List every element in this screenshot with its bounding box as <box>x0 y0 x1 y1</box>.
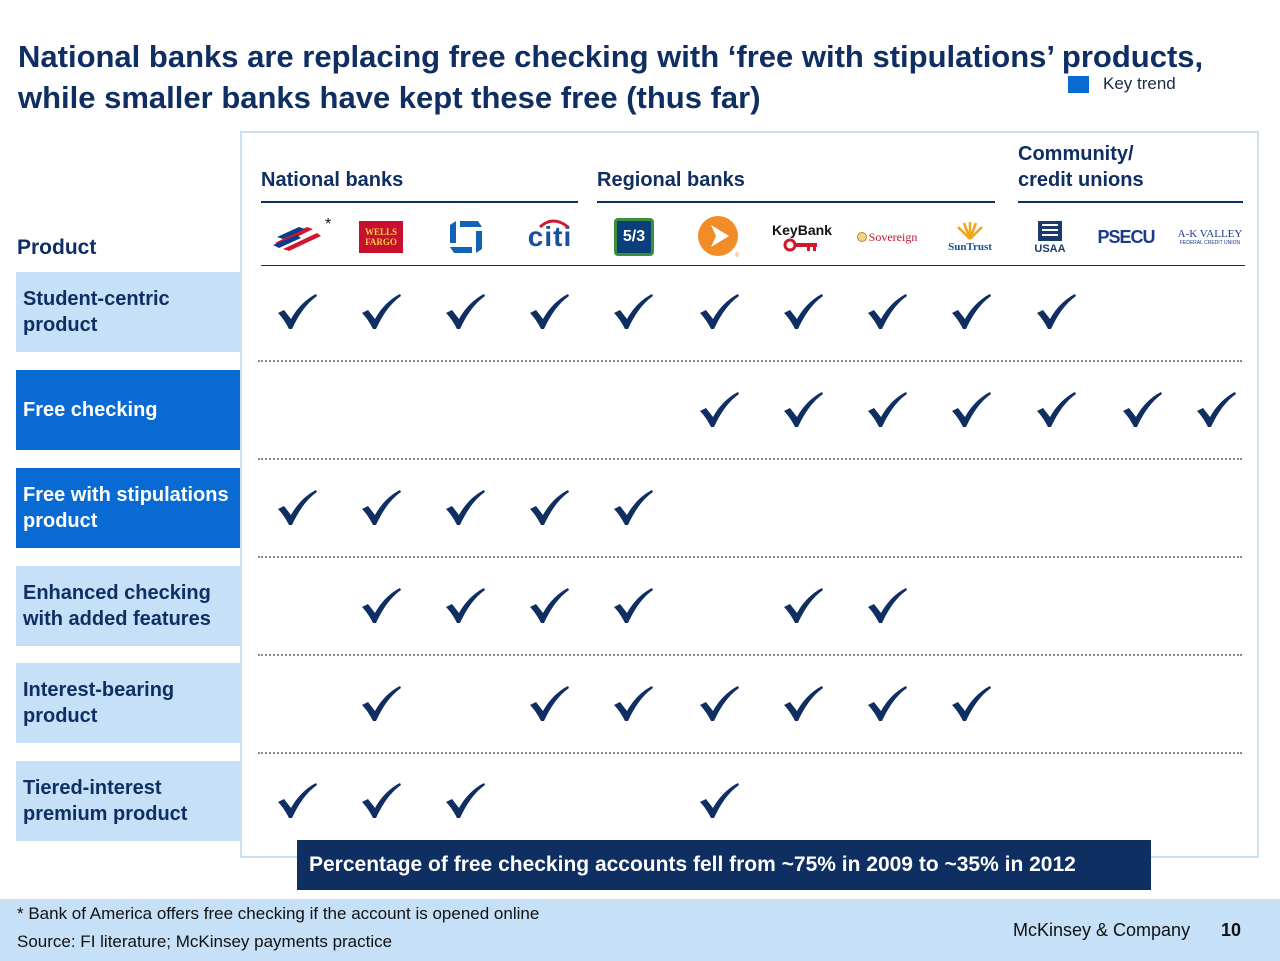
key-trend-label: Key trend <box>1103 74 1176 93</box>
checkmark-icon <box>358 781 404 821</box>
row-label-free-with-stipulations: Free with stipulations product <box>16 468 240 548</box>
row-separator <box>258 752 1242 754</box>
row-label-enhanced-checking: Enhanced checking with added features <box>16 566 240 646</box>
ak-valley-logo-text: A-K VALLEY <box>1177 228 1243 240</box>
checkmark-icon <box>526 586 572 626</box>
footer-bar <box>0 899 1280 961</box>
checkmark-icon <box>696 684 742 724</box>
checkmark-icon <box>780 586 826 626</box>
wells-fargo-logo-icon: WELLS FARGO <box>346 214 416 260</box>
checkmark-icon <box>1119 390 1165 430</box>
logo-row-divider <box>261 265 1245 266</box>
row-label-student-centric: Student-centric product <box>16 272 240 352</box>
checkmark-icon <box>442 292 488 332</box>
checkmark-icon <box>610 684 656 724</box>
citi-logo-icon: citi <box>515 214 585 260</box>
footnote-asterisk: * <box>325 216 332 233</box>
source-note: Source: FI literature; McKinsey payments… <box>17 932 393 951</box>
checkmark-icon <box>864 292 910 332</box>
group-label-regional: Regional banks <box>597 169 745 191</box>
checkmark-icon <box>696 292 742 332</box>
checkmark-icon <box>1033 292 1079 332</box>
checkmark-icon <box>1193 390 1239 430</box>
checkmark-icon <box>610 488 656 528</box>
checkmark-icon <box>948 292 994 332</box>
ak-valley-logo-subtext: FEDERAL CREDIT UNION <box>1179 240 1241 246</box>
citi-logo-text: citi <box>527 221 573 252</box>
checkmark-icon <box>442 488 488 528</box>
checkmark-icon <box>274 488 320 528</box>
row-separator <box>258 654 1242 656</box>
callout-banner: Percentage of free checking accounts fel… <box>297 840 1151 890</box>
group-label-community: Community/ credit unions <box>1018 143 1144 191</box>
row-label-tiered-interest: Tiered-interest premium product <box>16 761 240 841</box>
suntrust-logo-icon: SunTrust <box>935 214 1005 260</box>
group-underline-regional <box>597 201 995 203</box>
row-separator <box>258 458 1242 460</box>
row-separator <box>258 556 1242 558</box>
checkmark-icon <box>358 586 404 626</box>
psecu-logo-icon: PSECU <box>1091 214 1161 260</box>
checkmark-icon <box>610 292 656 332</box>
checkmark-icon <box>442 781 488 821</box>
row-label-interest-bearing: Interest-bearing product <box>16 663 240 743</box>
footnote: * Bank of America offers free checking i… <box>17 904 540 923</box>
row-label-free-checking: Free checking <box>16 370 240 450</box>
page-title: National banks are replacing free checki… <box>18 39 1204 115</box>
checkmark-icon <box>780 292 826 332</box>
checkmark-icon <box>610 586 656 626</box>
chase-logo-icon <box>431 214 501 260</box>
usaa-logo-text: USAA <box>1034 243 1066 255</box>
checkmark-icon <box>274 781 320 821</box>
checkmark-icon <box>948 684 994 724</box>
checkmark-icon <box>526 488 572 528</box>
usaa-logo-icon: USAA <box>1015 214 1085 260</box>
psecu-logo-text: PSECU <box>1097 226 1155 247</box>
suntrust-logo-text: SunTrust <box>948 241 992 253</box>
checkmark-icon <box>864 684 910 724</box>
key-trend-legend: Key trend <box>1068 74 1176 94</box>
checkmark-icon <box>274 292 320 332</box>
checkmark-icon <box>864 586 910 626</box>
bank-of-america-logo-icon <box>262 214 332 260</box>
company-name: McKinsey & Company <box>1013 920 1191 940</box>
keybank-logo-icon: KeyBank <box>767 214 837 260</box>
ak-valley-logo-icon: A-K VALLEY FEDERAL CREDIT UNION <box>1172 214 1248 260</box>
sovereign-emblem-icon <box>856 232 867 242</box>
group-label-national: National banks <box>261 169 404 191</box>
product-column-heading: Product <box>17 236 97 259</box>
checkmark-icon <box>780 684 826 724</box>
checkmark-icon <box>358 292 404 332</box>
group-underline-national <box>261 201 578 203</box>
checkmark-icon <box>696 781 742 821</box>
checkmark-icon <box>358 684 404 724</box>
fifth-third-logo-icon: 5/3 <box>599 214 669 260</box>
checkmark-icon <box>358 488 404 528</box>
regions-logo-icon: ® <box>684 214 754 260</box>
sovereign-logo-text: Sovereign <box>868 229 918 244</box>
checkmark-icon <box>526 684 572 724</box>
checkmark-icon <box>780 390 826 430</box>
fifth-third-logo-text: 5/3 <box>614 218 654 256</box>
checkmark-icon <box>526 292 572 332</box>
keybank-logo-text: KeyBank <box>772 222 832 238</box>
group-underline-community <box>1018 201 1243 203</box>
checkmark-icon <box>948 390 994 430</box>
sovereign-logo-icon: Sovereign <box>852 214 922 260</box>
svg-text:®: ® <box>735 252 740 259</box>
page-number: 10 <box>1221 920 1242 940</box>
checkmark-icon <box>864 390 910 430</box>
row-separator <box>258 360 1242 362</box>
checkmark-icon <box>696 390 742 430</box>
wells-fargo-logo-text: WELLS FARGO <box>359 221 403 253</box>
checkmark-icon <box>1033 390 1079 430</box>
checkmark-icon <box>442 586 488 626</box>
key-trend-swatch <box>1068 75 1089 93</box>
